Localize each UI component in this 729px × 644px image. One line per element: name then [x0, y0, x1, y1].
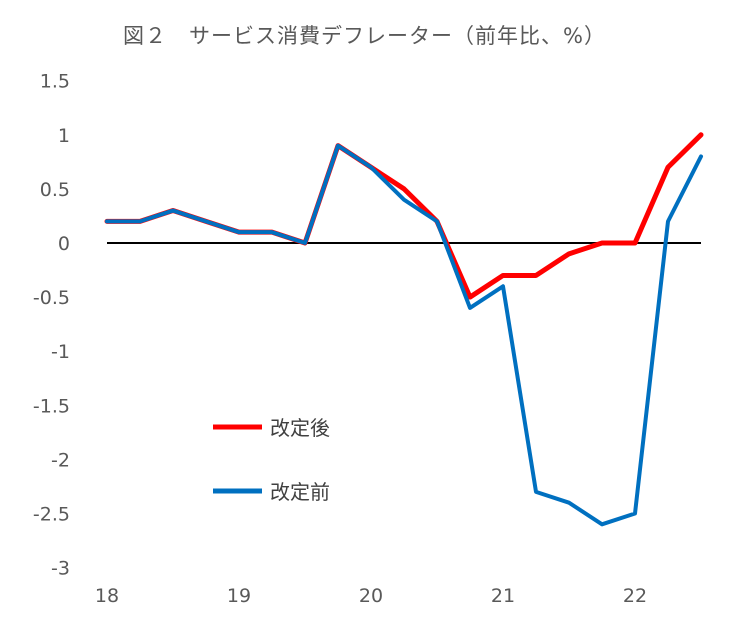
chart-title: 図２ サービス消費デフレーター（前年比、%） — [123, 24, 606, 48]
x-tick-label: 19 — [227, 585, 251, 607]
y-tick-label: -1.5 — [33, 395, 70, 417]
x-tick-label: 20 — [359, 585, 383, 607]
y-tick-label: -2 — [51, 449, 70, 471]
series-line-revised — [104, 132, 704, 300]
y-tick-label: -0.5 — [33, 287, 70, 309]
x-tick-label: 18 — [95, 585, 119, 607]
y-tick-label: 0.5 — [40, 179, 70, 201]
y-tick-label: 0 — [58, 233, 70, 255]
legend-label: 改定前 — [270, 480, 330, 504]
x-tick-label: 21 — [491, 585, 515, 607]
legend-label: 改定後 — [270, 416, 330, 440]
y-tick-label: -1 — [51, 341, 70, 363]
y-tick-label: -2.5 — [33, 504, 70, 526]
y-tick-label: -3 — [51, 558, 70, 580]
y-tick-label: 1 — [58, 125, 70, 147]
y-tick-label: 1.5 — [40, 71, 70, 93]
series-line-previous — [105, 143, 703, 527]
x-tick-label: 22 — [623, 585, 647, 607]
